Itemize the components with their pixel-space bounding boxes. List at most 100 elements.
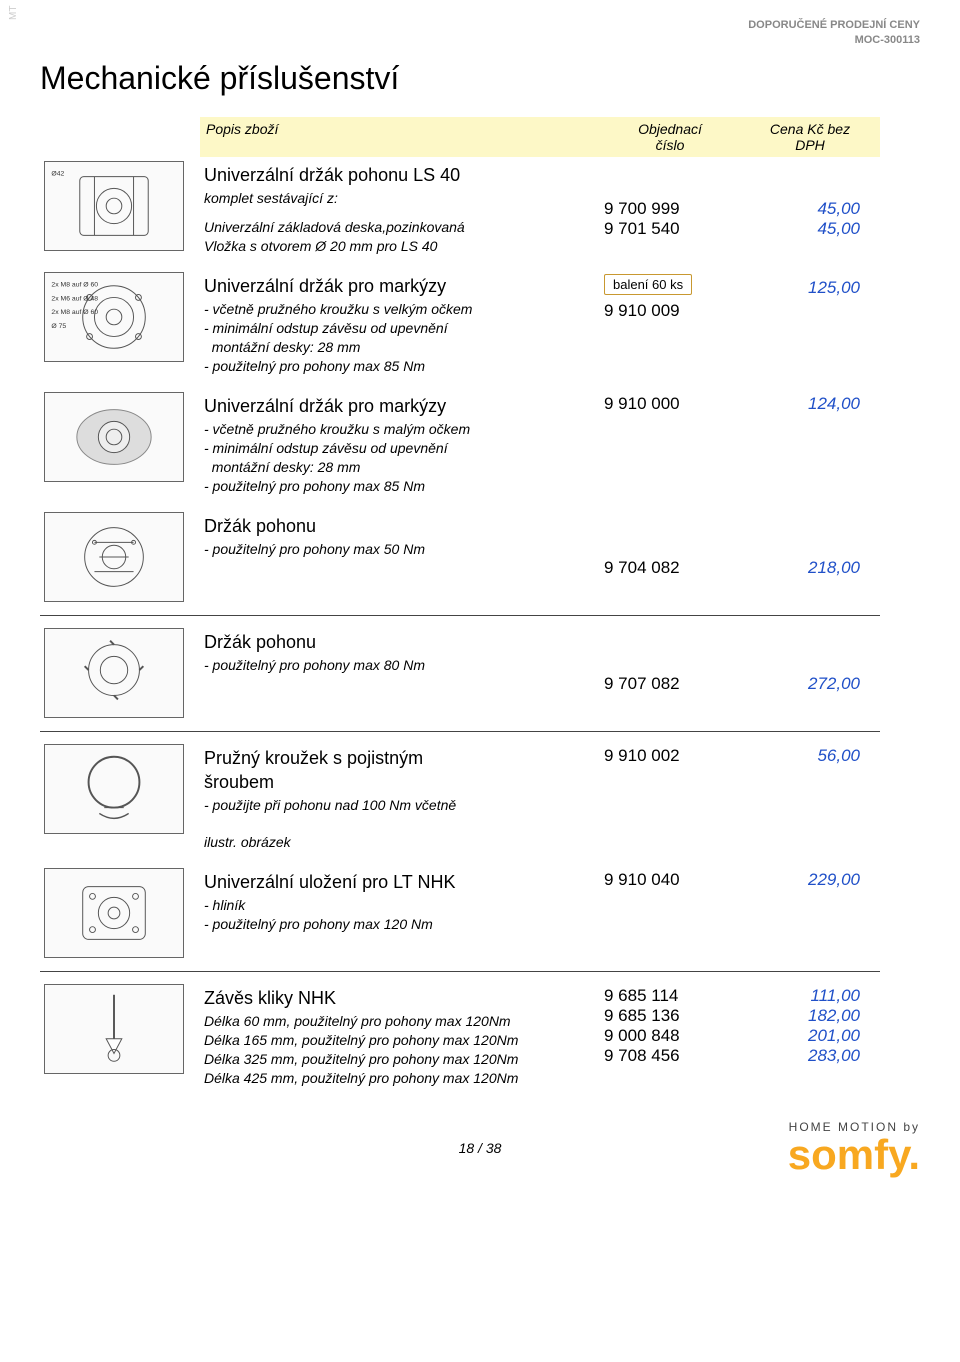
order-number: 9 685 114 bbox=[604, 986, 736, 1006]
order-number: 9 704 082 bbox=[604, 558, 736, 578]
price-value: 45,00 bbox=[744, 199, 860, 219]
col-header-price: Cena Kč bez DPH bbox=[740, 117, 880, 157]
order-cell: 9 910 040 bbox=[600, 864, 740, 963]
order-number: 9 000 848 bbox=[604, 1026, 736, 1046]
product-thumbnail: 2x M8 auf Ø 60 2x M6 auf Ø 48 2x M8 auf Ø … bbox=[44, 272, 184, 362]
product-thumbnail bbox=[44, 392, 184, 482]
price-cell: 56,00 bbox=[740, 740, 880, 864]
order-cell: 9 910 000 bbox=[600, 388, 740, 508]
price-value: 56,00 bbox=[744, 746, 860, 766]
product-bullet: - včetně pružného kroužku s malým očkem bbox=[204, 420, 596, 439]
svg-text:2x M8 auf Ø 60: 2x M8 auf Ø 60 bbox=[51, 282, 98, 289]
order-number: 9 701 540 bbox=[604, 219, 736, 239]
product-grid: Popis zbožíObjednací čísloCena Kč bez DP… bbox=[40, 117, 920, 1100]
price-cell: 45,0045,00 bbox=[740, 157, 880, 268]
logo-block: HOME MOTION by somfy. bbox=[788, 1120, 920, 1176]
product-thumbnail: Ø42 bbox=[44, 161, 184, 251]
product-line: Vložka s otvorem Ø 20 mm pro LS 40 bbox=[204, 237, 596, 256]
order-number: 9 910 002 bbox=[604, 746, 736, 766]
product-thumbnail bbox=[44, 744, 184, 834]
order-number: 9 708 456 bbox=[604, 1046, 736, 1066]
image-cell bbox=[40, 864, 200, 963]
product-bullet: - hliník bbox=[204, 896, 596, 915]
product-bullet: - použitelný pro pohony max 85 Nm bbox=[204, 357, 596, 376]
product-line: Délka 425 mm, použitelný pro pohony max … bbox=[204, 1069, 596, 1088]
product-bullet: montážní desky: 28 mm bbox=[204, 338, 596, 357]
desc-cell: Držák pohonu - použitelný pro pohony max … bbox=[200, 624, 600, 723]
price-value: 283,00 bbox=[744, 1046, 860, 1066]
side-label: MT bbox=[8, 6, 19, 20]
order-number: 9 707 082 bbox=[604, 674, 736, 694]
product-thumbnail bbox=[44, 868, 184, 958]
col-header-order: Objednací číslo bbox=[600, 117, 740, 157]
product-line: Univerzální základová deska,pozinkovaná bbox=[204, 218, 596, 237]
price-value: 229,00 bbox=[744, 870, 860, 890]
order-cell: 9 704 082 bbox=[600, 508, 740, 607]
product-line: Délka 60 mm, použitelný pro pohony max 1… bbox=[204, 1012, 596, 1031]
desc-cell: Závěs kliky NHK Délka 60 mm, použitelný p… bbox=[200, 980, 600, 1100]
order-number: 9 910 000 bbox=[604, 394, 736, 414]
svg-text:2x M6 auf Ø 48: 2x M6 auf Ø 48 bbox=[51, 295, 98, 302]
desc-cell: Univerzální držák pro markýzy - včetně pr… bbox=[200, 388, 600, 508]
product-title: Univerzální držák pro markýzy bbox=[204, 394, 596, 418]
product-bullet: - použitelný pro pohony max 85 Nm bbox=[204, 477, 596, 496]
price-cell: 229,00 bbox=[740, 864, 880, 963]
product-title: Univerzální uložení pro LT NHK bbox=[204, 870, 596, 894]
price-cell: 111,00182,00201,00283,00 bbox=[740, 980, 880, 1100]
desc-cell: Pružný kroužek s pojistným šroubem- použ… bbox=[200, 740, 600, 864]
order-number: 9 910 009 bbox=[604, 301, 736, 321]
logo-text: somfy bbox=[788, 1131, 909, 1178]
image-cell bbox=[40, 508, 200, 607]
top-right-meta: DOPORUČENÉ PRODEJNÍ CENY MOC-300113 bbox=[748, 18, 920, 49]
order-cell: balení 60 ks9 910 009 bbox=[600, 268, 740, 388]
product-thumbnail bbox=[44, 628, 184, 718]
logo-brand: somfy. bbox=[788, 1134, 920, 1176]
desc-cell: Držák pohonu - použitelný pro pohony max … bbox=[200, 508, 600, 607]
order-cell: 9 685 1149 685 1369 000 8489 708 456 bbox=[600, 980, 740, 1100]
order-cell: 9 910 002 bbox=[600, 740, 740, 864]
product-title: Univerzální držák pro markýzy bbox=[204, 274, 596, 298]
product-sub: komplet sestávající z: bbox=[204, 189, 596, 208]
order-cell: 9 707 082 bbox=[600, 624, 740, 723]
image-cell bbox=[40, 624, 200, 723]
product-title: Držák pohonu bbox=[204, 630, 596, 654]
product-title: Držák pohonu bbox=[204, 514, 596, 538]
svg-text:Ø42: Ø42 bbox=[51, 171, 64, 178]
page: MT DOPORUČENÉ PRODEJNÍ CENY MOC-300113 M… bbox=[0, 0, 960, 1196]
product-bullet: - použitelný pro pohony max 80 Nm bbox=[204, 656, 596, 675]
product-bullet: - minimální odstup závěsu od upevnění bbox=[204, 319, 596, 338]
product-line: Délka 165 mm, použitelný pro pohony max … bbox=[204, 1031, 596, 1050]
product-title: Závěs kliky NHK bbox=[204, 986, 596, 1010]
desc-cell: Univerzální držák pohonu LS 40 komplet se… bbox=[200, 157, 600, 268]
price-value: 45,00 bbox=[744, 219, 860, 239]
svg-text:2x M8 auf Ø 60: 2x M8 auf Ø 60 bbox=[51, 309, 98, 316]
desc-cell: Univerzální držák pro markýzy - včetně pr… bbox=[200, 268, 600, 388]
col-header-desc: Popis zboží bbox=[200, 117, 600, 157]
order-cell: 9 700 9999 701 540 bbox=[600, 157, 740, 268]
product-bullet: - použitelný pro pohony max 50 Nm bbox=[204, 540, 596, 559]
price-value: 124,00 bbox=[744, 394, 860, 414]
illustration-note: ilustr. obrázek bbox=[204, 833, 596, 852]
product-bullet: montážní desky: 28 mm bbox=[204, 458, 596, 477]
image-cell bbox=[40, 980, 200, 1100]
price-cell: 272,00 bbox=[740, 624, 880, 723]
price-value: 125,00 bbox=[744, 278, 860, 298]
price-value: 218,00 bbox=[744, 558, 860, 578]
price-cell: 218,00 bbox=[740, 508, 880, 607]
image-cell: Ø42 bbox=[40, 157, 200, 268]
product-bullet: - včetně pružného kroužku s velkým očkem bbox=[204, 300, 596, 319]
price-value: 272,00 bbox=[744, 674, 860, 694]
product-bullet: - použijte při pohonu nad 100 Nm včetně bbox=[204, 796, 596, 815]
header-line2: MOC-300113 bbox=[748, 33, 920, 48]
image-cell bbox=[40, 740, 200, 864]
desc-cell: Univerzální uložení pro LT NHK- hliník- … bbox=[200, 864, 600, 963]
product-title: Pružný kroužek s pojistným šroubem bbox=[204, 746, 596, 795]
product-thumbnail bbox=[44, 984, 184, 1074]
page-title: Mechanické příslušenství bbox=[40, 60, 920, 97]
product-thumbnail bbox=[44, 512, 184, 602]
product-title: Univerzální držák pohonu LS 40 bbox=[204, 163, 596, 187]
svg-text:Ø 75: Ø 75 bbox=[51, 323, 66, 330]
image-cell: 2x M8 auf Ø 60 2x M6 auf Ø 48 2x M8 auf Ø … bbox=[40, 268, 200, 388]
price-value: 111,00 bbox=[744, 986, 860, 1006]
price-value: 201,00 bbox=[744, 1026, 860, 1046]
